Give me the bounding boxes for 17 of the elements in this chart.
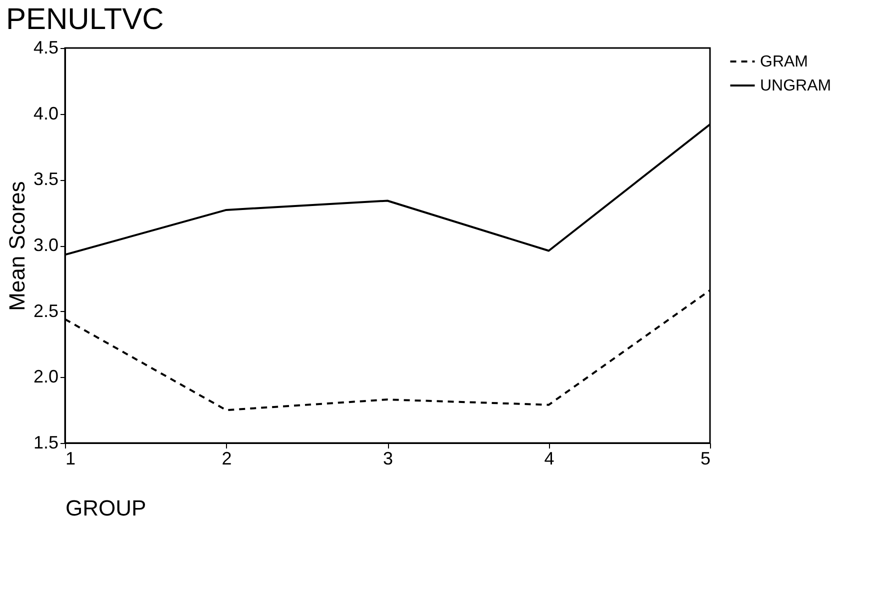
x-tick-label: 4 [544,448,554,468]
y-axis-title: Mean Scores [4,181,30,311]
x-tick-label: 5 [700,448,710,468]
x-axis-title: GROUP [66,496,146,520]
legend-label: GRAM [760,54,808,70]
y-tick-label: 3.5 [33,169,58,190]
chart-title: PENULTVC [6,3,164,36]
legend-label: UNGRAM [760,78,832,94]
x-tick-label: 2 [222,448,232,468]
x-tick-label: 3 [382,448,394,468]
y-tick-label: 2.5 [33,300,58,321]
y-tick-label: 1.5 [33,432,58,452]
y-tick-label: 4.5 [33,38,58,58]
y-tick-label: 3.0 [33,235,58,255]
x-tick-label: 1 [66,448,76,468]
y-tick-label: 4.0 [33,103,58,124]
y-tick-label: 2.0 [33,366,58,387]
